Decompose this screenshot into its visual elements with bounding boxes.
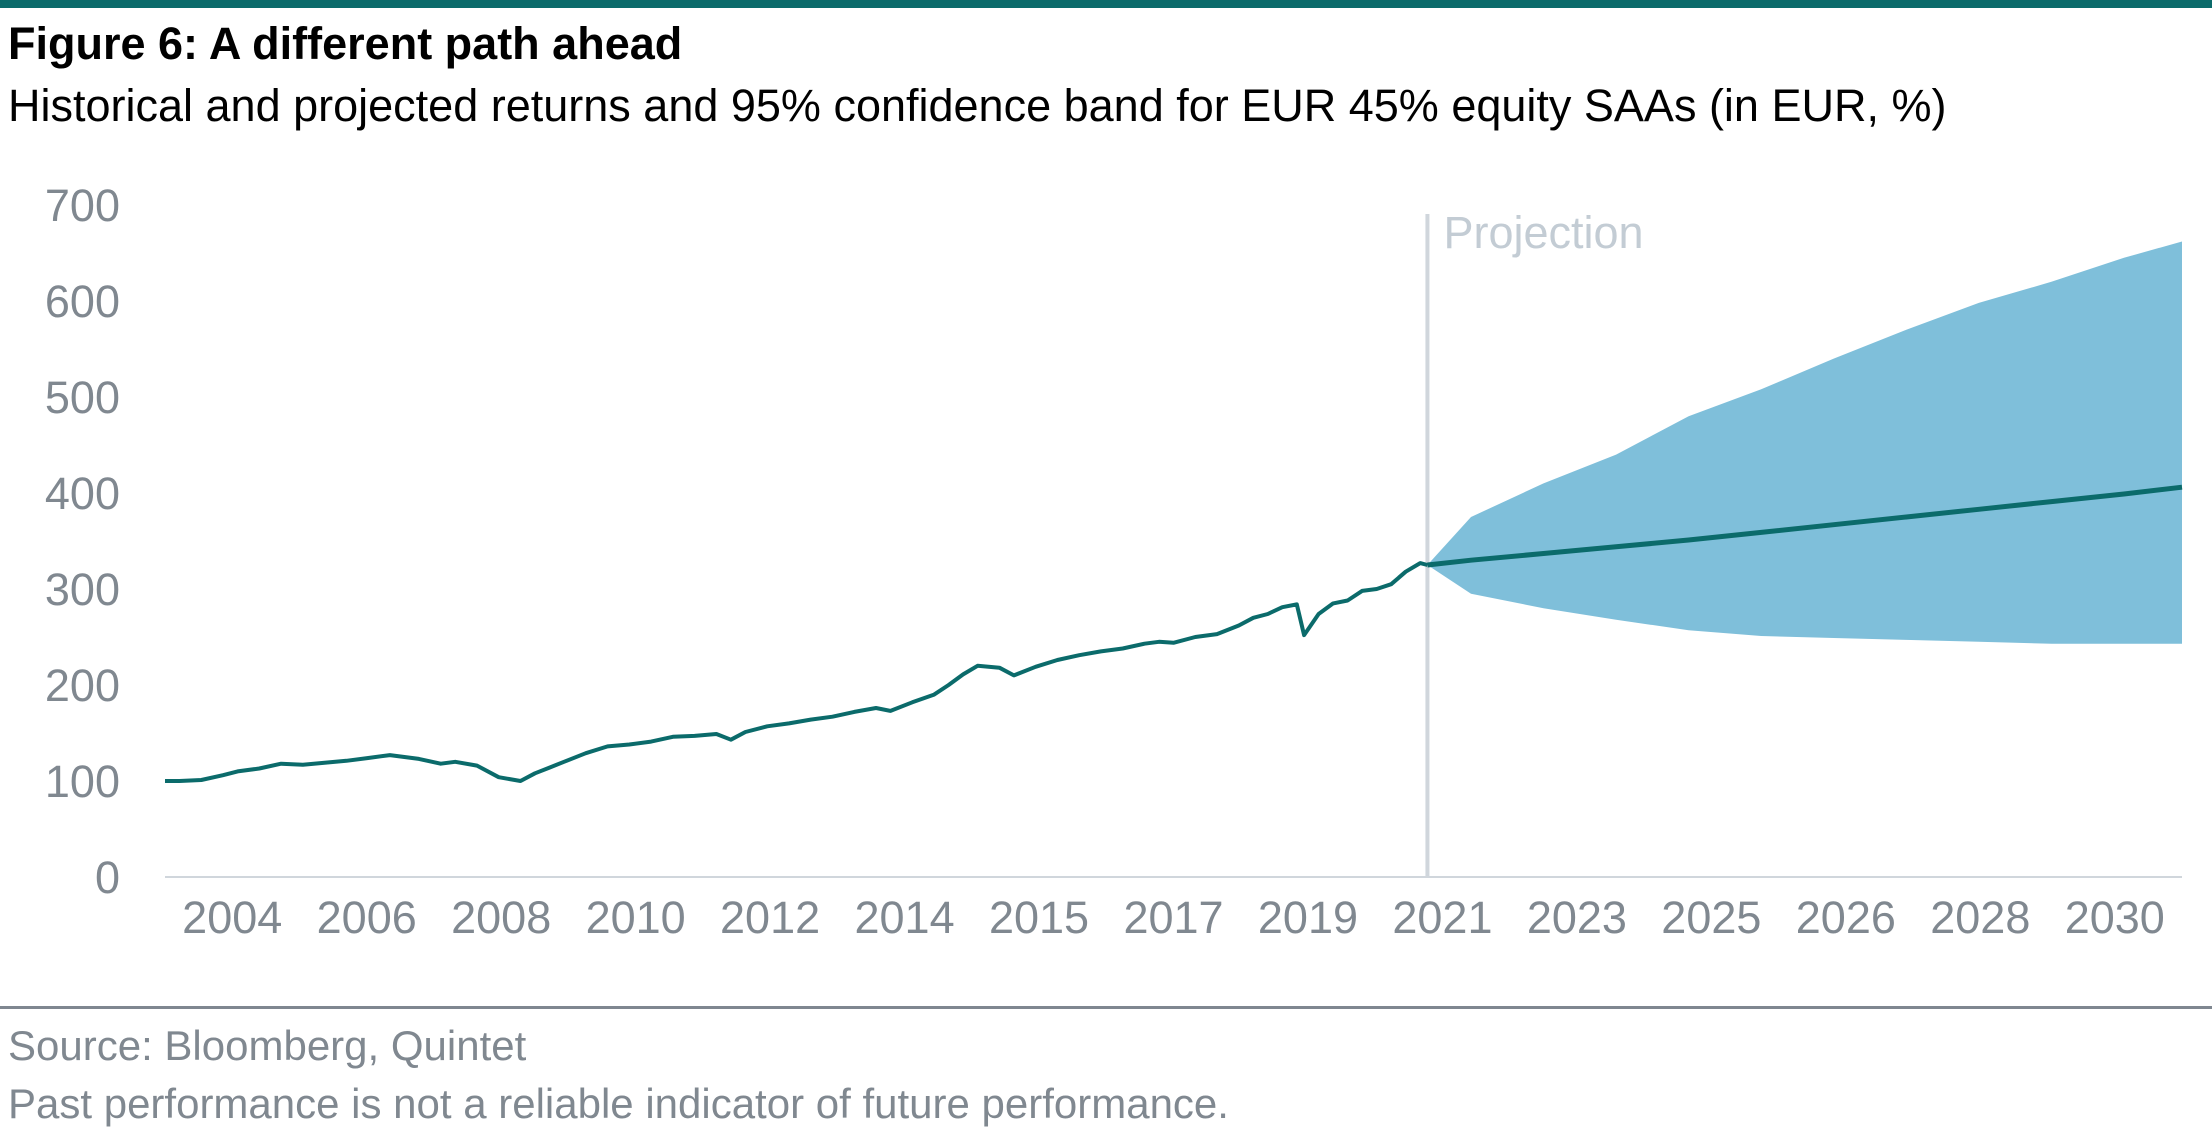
confidence-band	[1427, 241, 2182, 644]
top-rule	[0, 0, 2212, 8]
y-tick-label: 600	[45, 276, 120, 327]
x-axis: 2004 2006 2008 2010 2012 2014 2015 2017 2019 2021…	[182, 892, 2165, 943]
x-tick-label: 2015	[989, 892, 1089, 943]
y-tick-label: 0	[95, 852, 120, 903]
y-tick-label: 300	[45, 564, 120, 615]
x-tick-label: 2019	[1258, 892, 1358, 943]
figure-title: Figure 6: A different path ahead	[8, 18, 683, 69]
y-tick-label: 100	[45, 756, 120, 807]
y-tick-label: 500	[45, 372, 120, 423]
x-tick-label: 2017	[1123, 892, 1223, 943]
x-tick-label: 2026	[1796, 892, 1896, 943]
x-tick-label: 2010	[586, 892, 686, 943]
x-tick-label: 2006	[317, 892, 417, 943]
historical-returns-line	[165, 561, 1428, 783]
x-tick-label: 2025	[1661, 892, 1761, 943]
bottom-rule	[0, 1006, 2212, 1009]
x-tick-label: 2030	[2065, 892, 2165, 943]
y-tick-label: 400	[45, 468, 120, 519]
x-tick-label: 2028	[1930, 892, 2030, 943]
x-tick-label: 2014	[855, 892, 955, 943]
x-tick-label: 2004	[182, 892, 282, 943]
x-tick-label: 2023	[1527, 892, 1627, 943]
figure-subtitle: Historical and projected returns and 95%…	[8, 80, 1947, 131]
x-tick-label: 2008	[451, 892, 551, 943]
source-note: Source: Bloomberg, Quintet	[8, 1022, 527, 1069]
projection-label: Projection	[1443, 207, 1643, 258]
projected-median-line	[1427, 484, 2183, 568]
disclaimer-note: Past performance is not a reliable indic…	[8, 1080, 1229, 1127]
y-tick-label: 700	[45, 180, 120, 231]
y-tick-label: 200	[45, 660, 120, 711]
y-axis: 0 100 200 300 400 500 600 700	[45, 180, 120, 903]
x-tick-label: 2021	[1392, 892, 1492, 943]
x-tick-label: 2012	[720, 892, 820, 943]
